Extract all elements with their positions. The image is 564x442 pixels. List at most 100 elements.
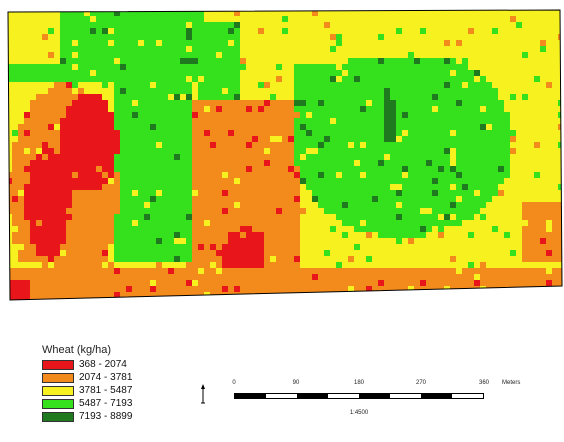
raster-cell — [156, 82, 162, 88]
raster-cell — [354, 106, 360, 112]
raster-cell — [210, 76, 216, 82]
raster-cell — [330, 34, 336, 40]
raster-cell — [102, 190, 108, 196]
raster-cell — [492, 172, 498, 178]
raster-cell — [318, 292, 324, 298]
raster-cell — [486, 166, 492, 172]
raster-cell — [360, 190, 366, 196]
raster-cell — [444, 34, 450, 40]
raster-cell — [108, 148, 114, 154]
raster-cell — [204, 166, 210, 172]
raster-cell — [342, 94, 348, 100]
raster-cell — [216, 220, 222, 226]
raster-cell — [270, 202, 276, 208]
raster-cell — [444, 58, 450, 64]
raster-cell — [258, 232, 264, 238]
raster-cell — [498, 106, 504, 112]
raster-cell — [486, 16, 492, 22]
raster-cell — [204, 190, 210, 196]
raster-cell — [312, 184, 318, 190]
raster-cell — [72, 274, 78, 280]
raster-cell — [450, 34, 456, 40]
raster-cell — [282, 142, 288, 148]
raster-cell — [396, 286, 402, 292]
raster-cell — [48, 118, 54, 124]
raster-cell — [534, 256, 540, 262]
raster-cell — [210, 256, 216, 262]
raster-cell — [126, 280, 132, 286]
raster-cell — [378, 202, 384, 208]
raster-cell — [456, 106, 462, 112]
raster-cell — [492, 268, 498, 274]
raster-cell — [210, 190, 216, 196]
legend-label: 2074 - 3781 — [79, 372, 133, 383]
raster-cell — [426, 190, 432, 196]
raster-cell — [132, 136, 138, 142]
raster-cell — [114, 262, 120, 268]
raster-cell — [90, 184, 96, 190]
raster-cell — [474, 106, 480, 112]
raster-cell — [210, 202, 216, 208]
raster-cell — [324, 250, 330, 256]
raster-cell — [288, 28, 294, 34]
raster-cell — [42, 64, 48, 70]
raster-cell — [534, 136, 540, 142]
raster-cell — [288, 16, 294, 22]
raster-cell — [138, 160, 144, 166]
raster-cell — [114, 52, 120, 58]
raster-cell — [510, 64, 516, 70]
raster-cell — [102, 154, 108, 160]
raster-cell — [150, 184, 156, 190]
raster-cell — [312, 298, 318, 300]
scale-ratio: 1:4500 — [349, 410, 369, 416]
raster-cell — [252, 10, 258, 16]
raster-cell — [354, 100, 360, 106]
raster-cell — [312, 22, 318, 28]
scale-tick-label: 270 — [415, 380, 427, 386]
raster-cell — [258, 130, 264, 136]
raster-cell — [120, 124, 126, 130]
raster-cell — [528, 136, 534, 142]
raster-cell — [228, 292, 234, 298]
raster-cell — [150, 214, 156, 220]
raster-cell — [378, 184, 384, 190]
raster-cell — [294, 220, 300, 226]
raster-cell — [78, 46, 84, 52]
raster-cell — [330, 16, 336, 22]
raster-cell — [24, 64, 30, 70]
raster-cell — [354, 256, 360, 262]
raster-cell — [240, 280, 246, 286]
raster-cell — [306, 46, 312, 52]
raster-cell — [474, 202, 480, 208]
raster-cell — [510, 154, 516, 160]
raster-cell — [558, 130, 562, 136]
raster-cell — [468, 226, 474, 232]
raster-cell — [468, 124, 474, 130]
raster-cell — [276, 10, 282, 16]
raster-cell — [348, 292, 354, 298]
raster-cell — [414, 148, 420, 154]
raster-cell — [450, 22, 456, 28]
raster-cell — [474, 256, 480, 262]
scale-units: Meters — [502, 380, 521, 386]
raster-cell — [114, 40, 120, 46]
raster-cell — [132, 286, 138, 292]
raster-cell — [198, 160, 204, 166]
raster-cell — [156, 76, 162, 82]
raster-cell — [138, 214, 144, 220]
raster-cell — [546, 154, 552, 160]
raster-cell — [462, 118, 468, 124]
raster-cell — [360, 142, 366, 148]
raster-cell — [126, 154, 132, 160]
raster-cell — [222, 52, 228, 58]
raster-cell — [8, 256, 12, 262]
raster-cell — [42, 250, 48, 256]
raster-cell — [132, 190, 138, 196]
raster-cell — [552, 268, 558, 274]
raster-cell — [240, 52, 246, 58]
raster-cell — [336, 256, 342, 262]
raster-cell — [510, 262, 516, 268]
raster-cell — [348, 190, 354, 196]
raster-cell — [216, 196, 222, 202]
raster-cell — [492, 28, 498, 34]
